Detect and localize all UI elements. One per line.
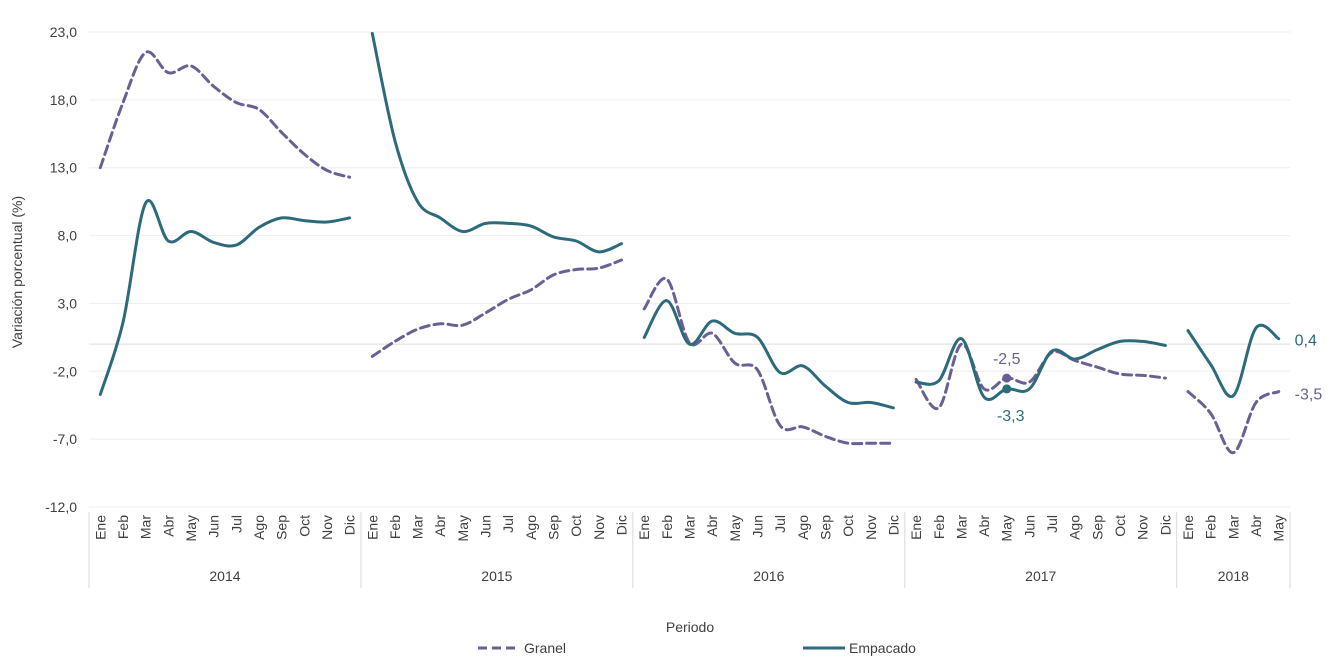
x-tick-label: Feb (115, 515, 131, 539)
x-tick-label: Sep (817, 515, 833, 540)
data-label: -3,3 (997, 408, 1025, 425)
x-tick-label: Feb (1203, 515, 1219, 539)
x-tick-label: Mar (953, 515, 969, 539)
x-tick-label: Jul (228, 515, 244, 533)
x-tick-label: Jun (206, 515, 222, 538)
x-tick-label: Nov (863, 515, 879, 540)
x-tick-label: May (727, 515, 743, 541)
x-tick-label: May (999, 515, 1015, 541)
series-line-granel (1186, 390, 1281, 455)
x-tick-label: Jul (500, 515, 516, 533)
x-tick-label: Dic (885, 515, 901, 535)
y-tick-label: 13,0 (50, 160, 77, 176)
x-tick-label: Ene (908, 515, 924, 540)
series-empacado (98, 31, 1281, 410)
x-axis-title: Periodo (666, 619, 714, 635)
legend: Granel Empacado (478, 640, 916, 656)
x-tick-label: Abr (1248, 515, 1264, 537)
data-label: 0,4 (1295, 333, 1317, 350)
data-annotations: -2,5 -3,3 0,4 -3,5 (993, 333, 1322, 425)
x-tick-label: Jun (1021, 515, 1037, 538)
x-tick-label: Jul (1044, 515, 1060, 533)
x-tick-label: Dic (1157, 515, 1173, 535)
x-tick-label: Ago (1067, 515, 1083, 540)
x-tick-label: Sep (546, 515, 562, 540)
series-line-empacado (98, 199, 352, 396)
x-tick-label: Abr (160, 515, 176, 537)
x-tick-label: Feb (931, 515, 947, 539)
year-label: 2015 (481, 568, 512, 584)
x-tick-label: Oct (568, 515, 584, 537)
data-label: -2,5 (993, 351, 1021, 368)
y-tick-label: 8,0 (58, 228, 78, 244)
axes: 23,0 18,0 13,0 8,0 3,0 -2,0 -7,0 -12,0 Ene Feb Mar… (45, 24, 1291, 588)
x-tick-label: Ago (523, 515, 539, 540)
y-tick-label: 23,0 (50, 24, 77, 40)
x-tick-label: Dic (614, 515, 630, 535)
y-tick-label: -2,0 (53, 363, 77, 379)
series-line-granel (98, 50, 352, 179)
x-tick-label: Feb (659, 515, 675, 539)
x-tick-label: Ago (251, 515, 267, 540)
year-label: 2018 (1218, 568, 1249, 584)
series-lines (98, 31, 1281, 455)
x-tick-label: Nov (319, 515, 335, 540)
x-tick-label: Oct (840, 515, 856, 537)
x-tick-label: Sep (1089, 515, 1105, 540)
x-tick-label: May (183, 515, 199, 541)
data-point-marker (1002, 373, 1012, 383)
year-label: 2014 (209, 568, 240, 584)
series-granel (98, 50, 1281, 455)
x-tick-label: Feb (387, 515, 403, 539)
x-tick-label: Nov (591, 515, 607, 540)
legend-label: Empacado (849, 640, 916, 656)
y-tick-label: 18,0 (50, 92, 77, 108)
x-tick-label: Ene (1180, 515, 1196, 540)
data-point-marker (1002, 384, 1012, 394)
x-tick-label: Abr (976, 515, 992, 537)
y-axis-title: Variación porcentual (%) (9, 196, 25, 348)
x-tick-label: Abr (432, 515, 448, 537)
x-tick-label: Sep (274, 515, 290, 540)
year-label: 2016 (753, 568, 784, 584)
x-tick-label: May (455, 515, 471, 541)
series-line-empacado (642, 299, 895, 410)
x-tick-label: Ene (92, 515, 108, 540)
x-tick-label: Ene (364, 515, 380, 540)
x-tick-label: Mar (138, 515, 154, 539)
x-tick-label: Nov (1135, 515, 1151, 540)
legend-label: Granel (524, 640, 566, 656)
x-tick-label: Abr (704, 515, 720, 537)
series-line-empacado (1186, 323, 1281, 399)
x-tick-label: Mar (682, 515, 698, 539)
x-tick-label: Ene (636, 515, 652, 540)
grid-lines (89, 31, 1290, 508)
x-tick-label: Mar (1225, 515, 1241, 539)
x-tick-label: Jun (478, 515, 494, 538)
x-tick-label: Dic (342, 515, 358, 535)
y-tick-label: 3,0 (58, 295, 78, 311)
series-line-empacado (914, 337, 1167, 402)
year-label: 2017 (1025, 568, 1056, 584)
series-line-granel (642, 276, 895, 446)
x-tick-label: Oct (296, 515, 312, 537)
x-tick-label: Jun (749, 515, 765, 538)
x-tick-label: Ago (795, 515, 811, 540)
y-tick-label: -12,0 (45, 499, 77, 515)
series-line-granel (370, 258, 623, 358)
data-label: -3,5 (1295, 387, 1323, 404)
y-tick-label: -7,0 (53, 431, 77, 447)
x-tick-label: Oct (1112, 515, 1128, 537)
x-tick-label: Jul (772, 515, 788, 533)
series-line-empacado (370, 31, 623, 254)
x-tick-label: May (1271, 515, 1287, 541)
x-tick-label: Mar (410, 515, 426, 539)
series-line-granel (914, 342, 1167, 411)
